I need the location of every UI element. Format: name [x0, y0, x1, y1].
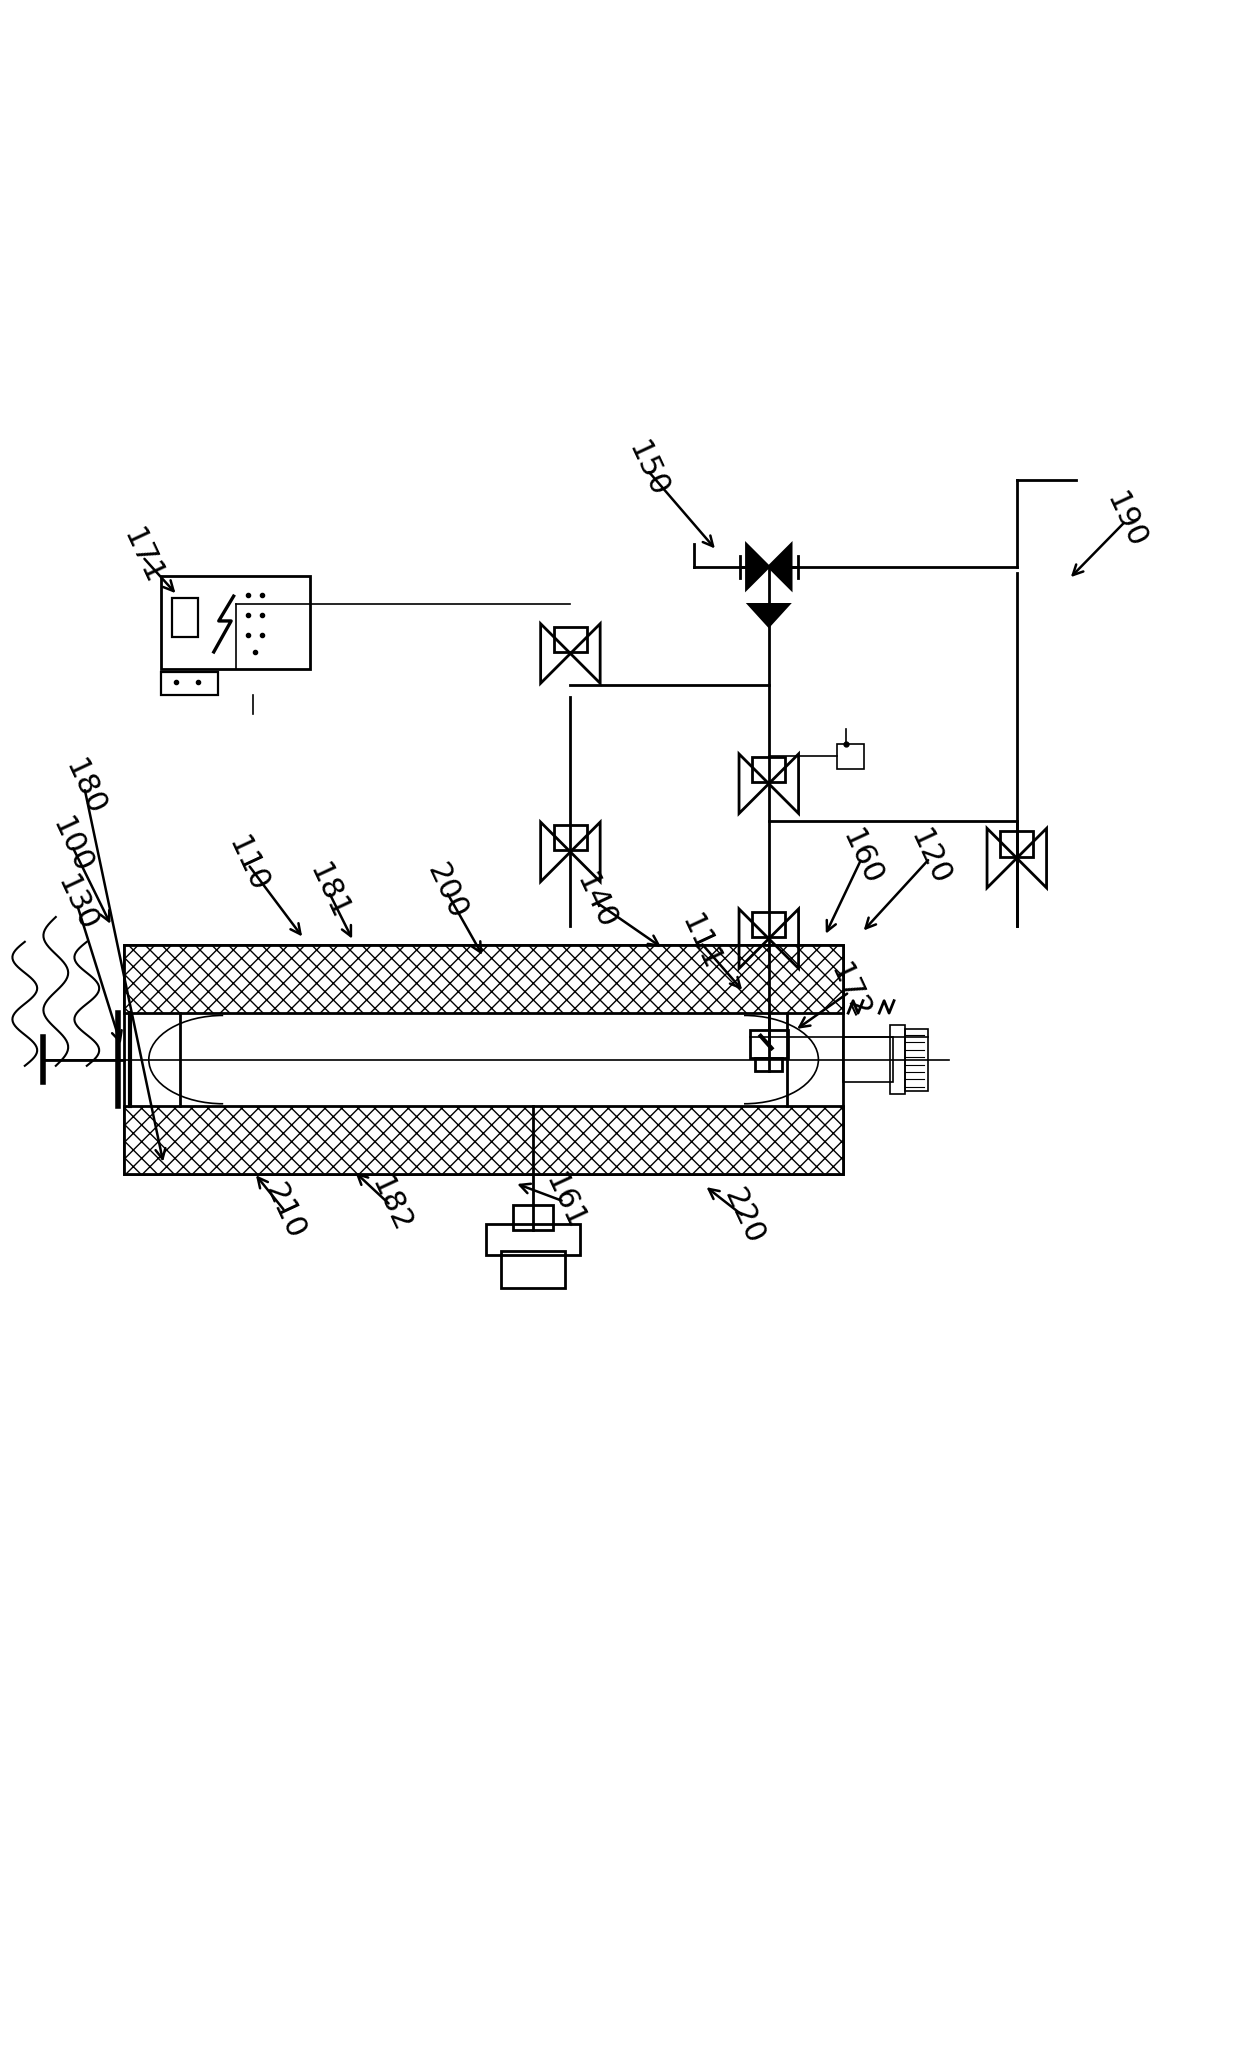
- Bar: [837, 745, 864, 769]
- Text: 110: 110: [222, 833, 274, 896]
- Bar: [905, 1030, 928, 1091]
- Bar: [486, 1224, 580, 1255]
- Text: 160: 160: [836, 827, 888, 890]
- Bar: [124, 946, 843, 1013]
- Bar: [161, 673, 218, 695]
- Bar: [501, 1251, 565, 1288]
- Bar: [124, 946, 843, 1175]
- Polygon shape: [749, 605, 789, 626]
- Bar: [513, 1206, 553, 1231]
- Bar: [171, 599, 198, 638]
- Bar: [753, 757, 785, 781]
- Text: 180: 180: [58, 755, 110, 820]
- Bar: [124, 1105, 843, 1175]
- Polygon shape: [769, 544, 791, 589]
- Bar: [554, 628, 587, 652]
- Text: 210: 210: [259, 1179, 311, 1245]
- Text: 172: 172: [823, 960, 875, 1026]
- Bar: [750, 1030, 787, 1058]
- Text: 182: 182: [365, 1173, 417, 1239]
- Text: 140: 140: [569, 870, 621, 933]
- Bar: [1001, 831, 1033, 857]
- Text: 150: 150: [621, 437, 673, 502]
- Text: 220: 220: [718, 1183, 770, 1249]
- Text: 130: 130: [51, 872, 103, 937]
- Text: 190: 190: [1100, 488, 1152, 554]
- Polygon shape: [746, 544, 769, 589]
- Text: 200: 200: [420, 859, 472, 925]
- Bar: [755, 1058, 782, 1071]
- Bar: [890, 1026, 905, 1095]
- Bar: [753, 913, 785, 937]
- Bar: [554, 825, 587, 851]
- Bar: [843, 1038, 893, 1083]
- Text: 100: 100: [46, 814, 98, 878]
- Text: 120: 120: [904, 827, 956, 890]
- Text: 171: 171: [117, 525, 169, 589]
- Text: 181: 181: [303, 859, 355, 925]
- Text: 111: 111: [675, 911, 727, 974]
- Text: 161: 161: [538, 1169, 590, 1235]
- Bar: [161, 576, 310, 669]
